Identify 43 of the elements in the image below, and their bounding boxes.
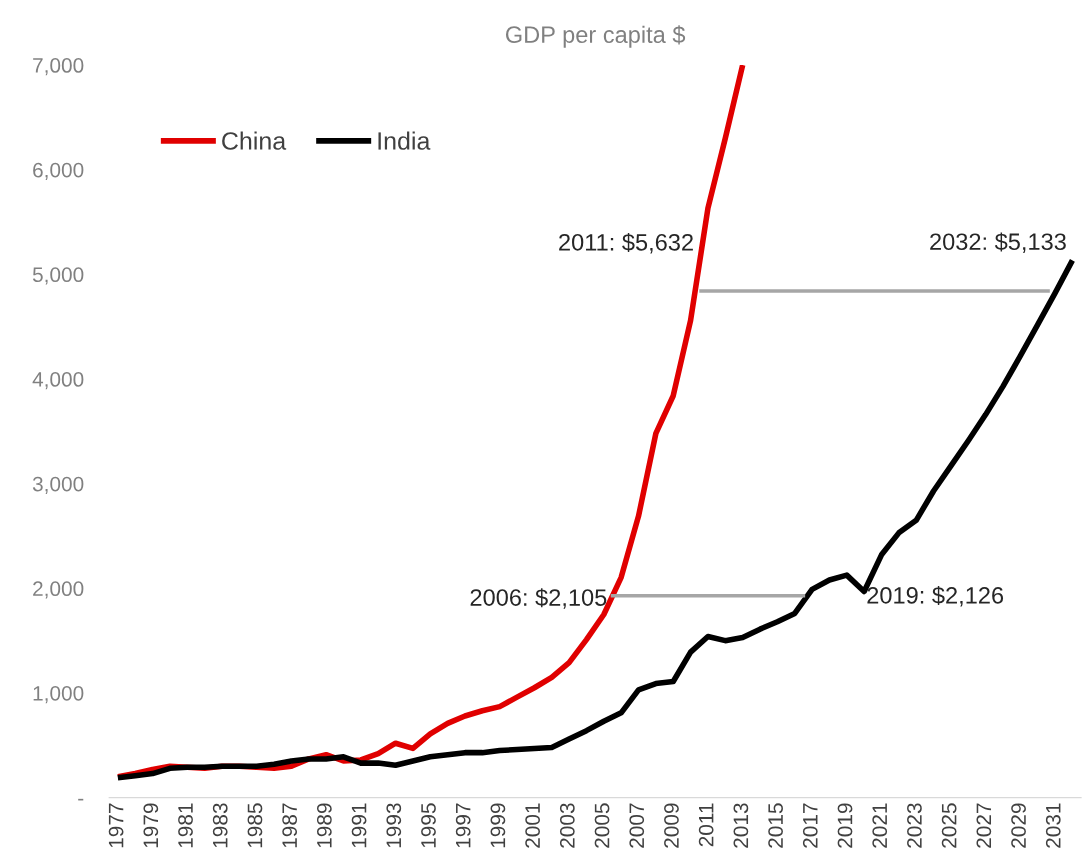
x-tick-label: 2031 <box>1045 803 1061 848</box>
x-tick-label: 2003 <box>559 803 575 848</box>
x-tick-label: 1987 <box>282 803 298 848</box>
y-tick-label: 4,000 <box>32 372 84 390</box>
x-tick-label: 2019 <box>837 803 853 848</box>
y-tick-label: 6,000 <box>33 162 84 180</box>
x-tick-label: 2013 <box>733 803 749 848</box>
legend-label: India <box>378 131 431 150</box>
annotation: 2019: $2,126 <box>867 585 1004 607</box>
x-tick-label: 2007 <box>629 803 645 848</box>
chart-title: GDP per capita $ <box>505 25 686 48</box>
y-tick-label: 1,000 <box>33 685 84 704</box>
x-tick-label: 2005 <box>594 803 610 848</box>
x-tick-label: 1993 <box>386 803 402 848</box>
x-tick-label: 1983 <box>212 803 228 848</box>
x-tick-label: 2023 <box>907 803 922 848</box>
x-tick-label: 1985 <box>247 803 263 848</box>
x-tick-label: 2001 <box>525 803 540 848</box>
x-tick-label: 1997 <box>455 803 471 848</box>
x-tick-label: 1999 <box>490 803 506 848</box>
x-tick-label: 1989 <box>316 803 332 848</box>
x-tick-label: 1979 <box>143 803 159 848</box>
x-tick-label: 2009 <box>664 803 679 848</box>
x-tick-label: 2021 <box>872 803 888 848</box>
y-tick-label: - <box>78 798 84 801</box>
x-tick-label: 1977 <box>108 803 124 848</box>
x-tick-label: 2011 <box>698 803 714 847</box>
y-tick-label: 3,000 <box>32 476 84 494</box>
x-tick-label: 1995 <box>421 803 436 848</box>
legend-label: China <box>222 131 287 150</box>
x-tick-label: 2029 <box>1011 803 1026 848</box>
x-tick-label: 2025 <box>941 803 957 848</box>
x-tick-label: 2017 <box>802 803 818 848</box>
y-tick-label: 7,000 <box>33 58 84 76</box>
x-tick-label: 1991 <box>351 803 367 848</box>
x-tick-label: 2027 <box>976 803 992 848</box>
annotation: 2032: $5,133 <box>930 232 1066 253</box>
x-tick-label: 2015 <box>768 803 783 848</box>
y-tick-label: 5,000 <box>32 267 84 285</box>
annotation: 2006: $2,105 <box>470 588 607 609</box>
x-tick-label: 1981 <box>178 803 193 848</box>
annotation: 2011: $5,632 <box>559 232 693 254</box>
y-tick-label: 2,000 <box>33 581 84 599</box>
